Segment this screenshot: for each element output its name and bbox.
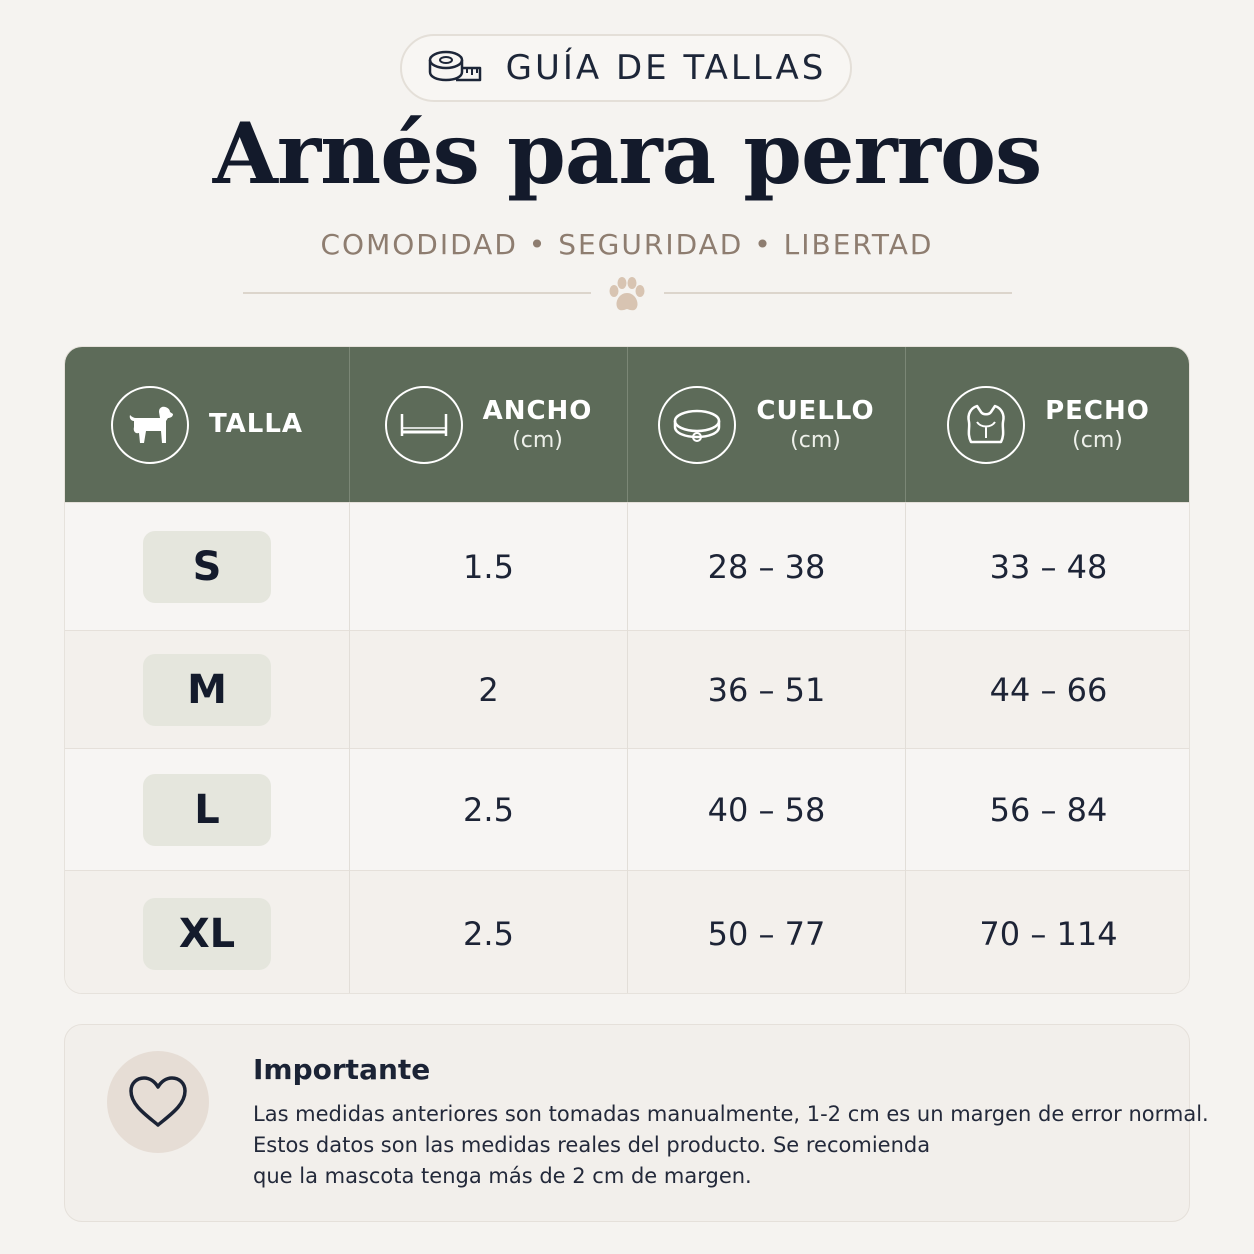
- cuello-value: 50 – 77: [707, 914, 826, 953]
- column-divider: [905, 347, 906, 993]
- tagline: COMODIDAD • SEGURIDAD • LIBERTAD: [320, 228, 934, 261]
- column-divider: [627, 347, 628, 993]
- size-table: TALLA ANCHO (cm): [64, 346, 1190, 994]
- badge-label: GUÍA DE TALLAS: [505, 48, 827, 88]
- ancho-value: 2.5: [463, 914, 514, 953]
- size-label: L: [143, 774, 271, 846]
- important-note: Importante Las medidas anteriores son to…: [64, 1024, 1209, 1222]
- note-title: Importante: [253, 1053, 431, 1086]
- pecho-value: 33 – 48: [989, 548, 1108, 586]
- paw-icon: [606, 276, 648, 318]
- header-unit: (cm): [512, 428, 563, 453]
- header-talla: TALLA: [65, 347, 349, 502]
- header-label: PECHO: [1045, 395, 1150, 426]
- size-label: M: [143, 654, 271, 726]
- size-label: S: [143, 531, 271, 603]
- table-row: S 1.5 28 – 38 33 – 48: [65, 502, 1189, 631]
- pecho-value: 44 – 66: [989, 671, 1108, 709]
- column-divider: [349, 347, 350, 993]
- note-text: Las medidas anteriores son tomadas manua…: [253, 1099, 1209, 1192]
- divider-left: [243, 292, 591, 294]
- header-unit: (cm): [1072, 428, 1123, 453]
- header-label: CUELLO: [756, 395, 875, 426]
- cuello-value: 28 – 38: [707, 548, 826, 586]
- header-divider: [905, 347, 906, 502]
- pecho-value: 56 – 84: [989, 791, 1108, 829]
- cuello-value: 40 – 58: [707, 791, 826, 829]
- page-title: Arnés para perros: [212, 104, 1043, 203]
- note-line: Las medidas anteriores son tomadas manua…: [253, 1102, 1209, 1126]
- header-divider: [627, 347, 628, 502]
- guide-badge: GUÍA DE TALLAS: [400, 34, 852, 102]
- collar-icon: [658, 385, 737, 464]
- harness-vest-icon: [947, 385, 1026, 464]
- width-icon: [384, 385, 463, 464]
- header-unit: (cm): [790, 428, 841, 453]
- header-ancho: ANCHO (cm): [350, 347, 627, 502]
- dog-icon: [110, 385, 189, 464]
- note-line: que la mascota tenga más de 2 cm de marg…: [253, 1164, 752, 1188]
- pecho-value: 70 – 114: [979, 914, 1118, 953]
- header-cuello: CUELLO (cm): [628, 347, 905, 502]
- header-pecho: PECHO (cm): [906, 347, 1189, 502]
- heart-icon: [107, 1051, 209, 1153]
- header-label: ANCHO: [482, 395, 593, 426]
- ancho-value: 2.5: [463, 791, 514, 829]
- divider-right: [664, 292, 1012, 294]
- header-divider: [349, 347, 350, 502]
- measuring-tape-icon: [426, 46, 484, 90]
- cuello-value: 36 – 51: [707, 671, 826, 709]
- ancho-value: 2: [478, 671, 499, 709]
- header-label: TALLA: [208, 409, 304, 440]
- note-line: Estos datos son las medidas reales del p…: [253, 1133, 931, 1157]
- size-label: XL: [143, 897, 271, 970]
- ancho-value: 1.5: [463, 548, 514, 586]
